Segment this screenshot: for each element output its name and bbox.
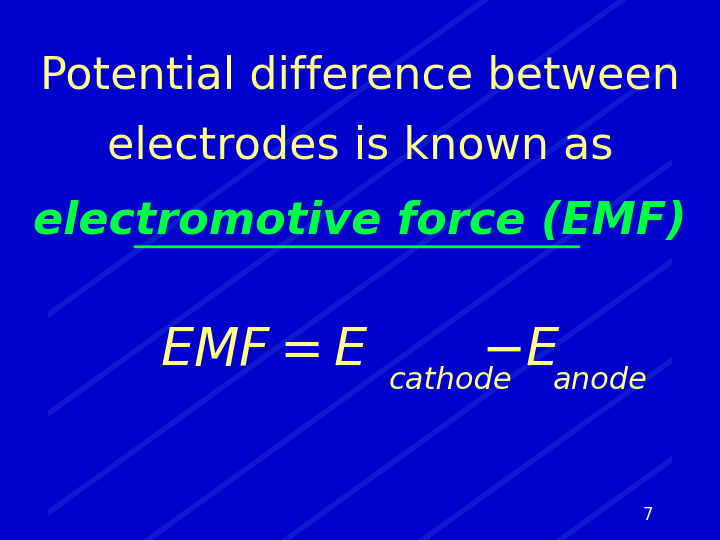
Text: $\mathit{EMF = E}$: $\mathit{EMF = E}$ — [160, 325, 369, 377]
Text: Potential difference between: Potential difference between — [40, 54, 680, 97]
Text: cathode: cathode — [388, 366, 512, 395]
Text: $\mathit{- E}$: $\mathit{- E}$ — [480, 325, 560, 377]
Text: electrodes is known as: electrodes is known as — [107, 124, 613, 167]
Text: anode: anode — [552, 366, 647, 395]
Text: 7: 7 — [643, 506, 654, 524]
Text: electromotive force (EMF): electromotive force (EMF) — [33, 200, 687, 243]
